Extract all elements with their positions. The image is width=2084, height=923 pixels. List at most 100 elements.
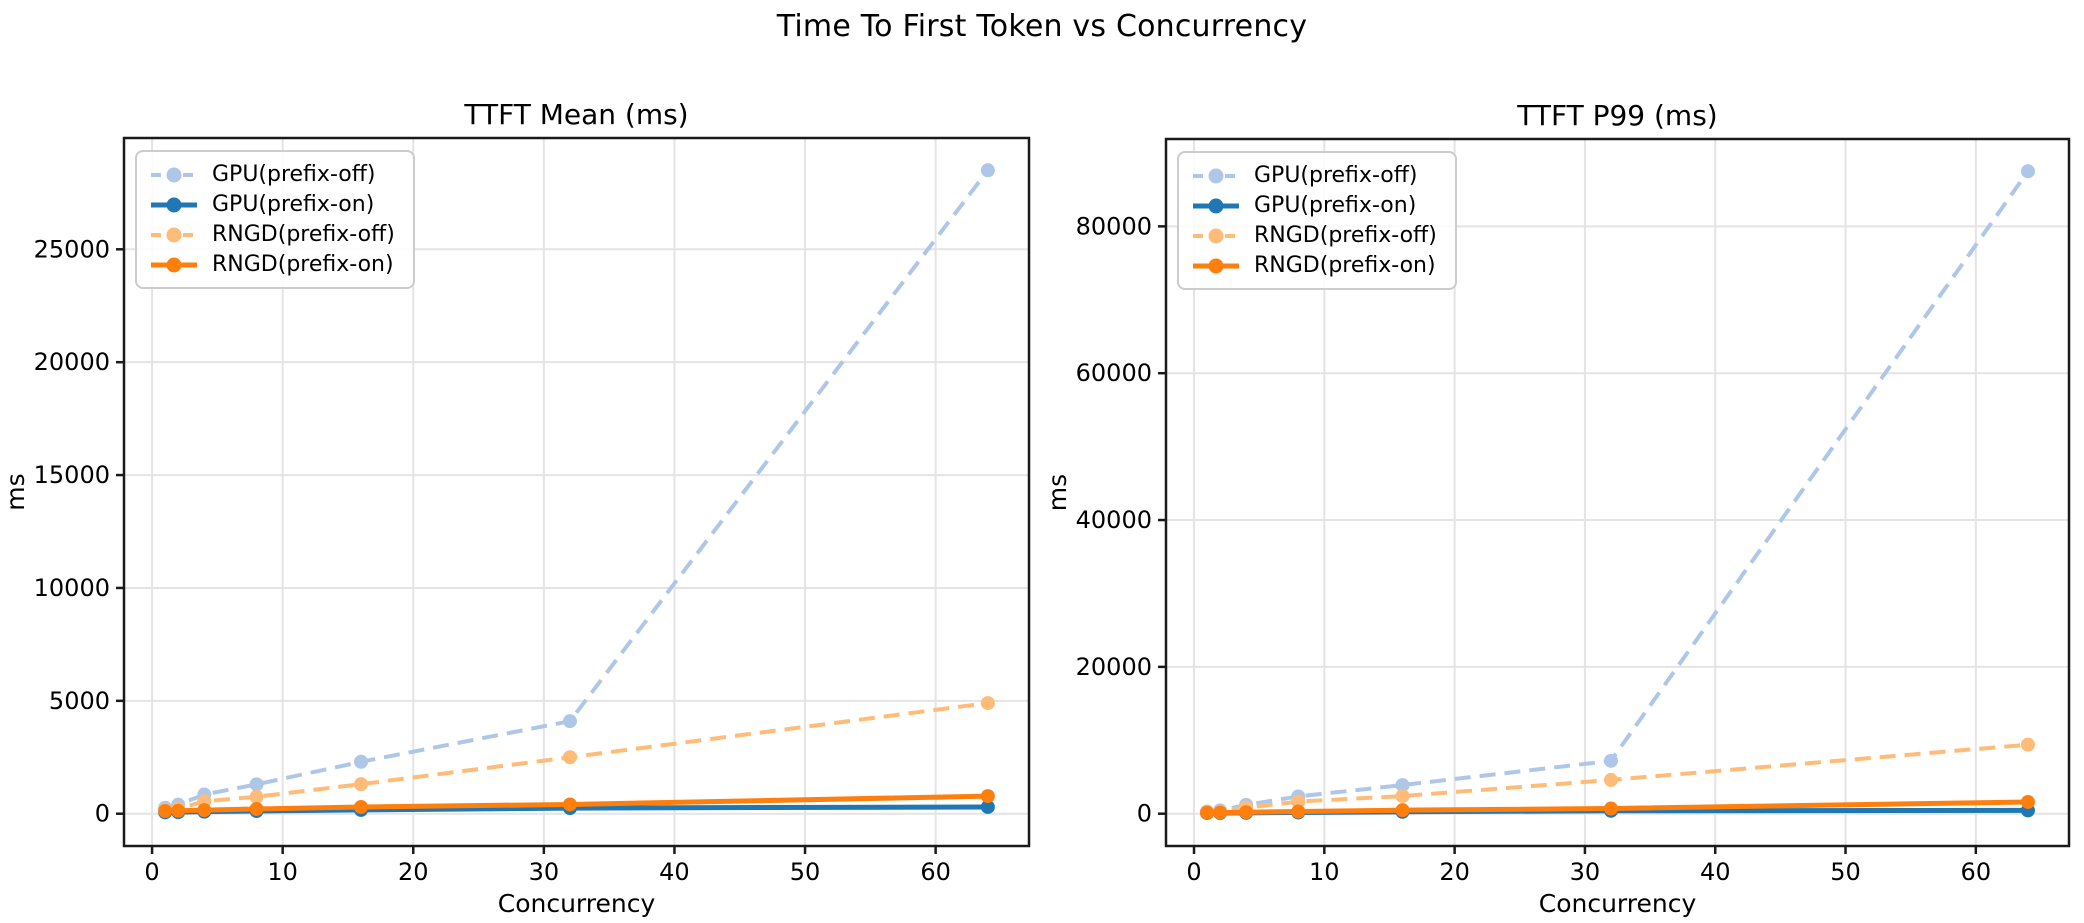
- x-tick-label: 60: [920, 858, 951, 886]
- y-tick-label: 20000: [34, 348, 110, 376]
- legend-label: GPU(prefix-on): [1254, 193, 1417, 218]
- figure-title: Time To First Token vs Concurrency: [776, 9, 1308, 44]
- y-tick-label: 60000: [1076, 359, 1152, 387]
- legend-label: RNGD(prefix-on): [212, 252, 394, 277]
- plot-frame: [1164, 137, 2071, 848]
- data-point-rngd-prefix-on-c16: [354, 799, 369, 814]
- data-point-gpu-prefix-off-c16: [354, 754, 369, 769]
- y-tick-label: 15000: [34, 461, 110, 489]
- legend-marker: [1208, 198, 1224, 213]
- legend-item-gpu-prefix-off: GPU(prefix-off): [1192, 162, 1437, 189]
- data-point-gpu-prefix-on-c64: [980, 799, 995, 814]
- data-point-rngd-prefix-on-c16: [1395, 803, 1410, 818]
- legend-item-rngd-prefix-off: RNGD(prefix-off): [1192, 222, 1437, 249]
- data-point-rngd-prefix-off-c8: [249, 789, 264, 804]
- legend-line-sample: [1193, 198, 1239, 213]
- legend-label: GPU(prefix-off): [1254, 163, 1418, 188]
- x-tick-label: 30: [529, 858, 560, 886]
- x-tick-label: 20: [398, 858, 429, 886]
- legend-marker: [166, 167, 182, 182]
- legend-line-sample: [151, 257, 197, 272]
- legend-item-rngd-prefix-on: RNGD(prefix-on): [1192, 252, 1437, 279]
- x-tick-label: 10: [267, 858, 298, 886]
- x-tick-label: 0: [144, 858, 159, 886]
- data-point-gpu-prefix-off-c64: [980, 163, 995, 178]
- data-point-rngd-prefix-on-c2: [171, 803, 186, 818]
- legend-label: GPU(prefix-off): [212, 162, 376, 187]
- y-tick-label: 80000: [1076, 212, 1152, 240]
- legend-label: GPU(prefix-on): [212, 192, 375, 217]
- data-point-rngd-prefix-on-c4: [197, 803, 212, 818]
- data-point-rngd-prefix-off-c32: [562, 750, 577, 765]
- legend-item-rngd-prefix-off: RNGD(prefix-off): [150, 221, 395, 248]
- data-point-gpu-prefix-off-c8: [249, 777, 264, 792]
- y-tick-label: 20000: [1076, 653, 1152, 681]
- x-tick-label: 10: [1309, 858, 1340, 886]
- legend-marker: [166, 257, 182, 272]
- data-point-rngd-prefix-on-c64: [2020, 794, 2035, 809]
- y-tick-label: 10000: [34, 574, 110, 602]
- x-tick-label: 40: [659, 858, 690, 886]
- data-point-rngd-prefix-on-c8: [249, 801, 264, 816]
- legend-line-sample: [1193, 258, 1239, 273]
- x-tick-label: 50: [790, 858, 821, 886]
- data-point-rngd-prefix-off-c16: [1395, 789, 1410, 804]
- legend: GPU(prefix-off) GPU(prefix-on) RNGD(prefix…: [135, 150, 415, 289]
- x-tick-label: 40: [1700, 858, 1731, 886]
- subplot-title: TTFT Mean (ms): [463, 98, 688, 131]
- legend-label: RNGD(prefix-on): [1254, 253, 1436, 278]
- legend-marker: [1208, 168, 1224, 183]
- y-tick-label: 0: [95, 800, 110, 828]
- x-axis-label: Concurrency: [1539, 889, 1697, 918]
- legend-item-rngd-prefix-on: RNGD(prefix-on): [150, 251, 395, 278]
- legend-line-sample: [151, 227, 197, 242]
- data-point-rngd-prefix-on-c1: [1200, 805, 1215, 820]
- x-tick-label: 50: [1830, 858, 1861, 886]
- legend-marker: [166, 197, 182, 212]
- legend-line-sample: [1193, 168, 1239, 183]
- data-point-gpu-prefix-off-c16: [1395, 778, 1410, 793]
- y-tick-label: 40000: [1076, 506, 1152, 534]
- legend-item-gpu-prefix-off: GPU(prefix-off): [150, 161, 395, 188]
- data-point-gpu-prefix-off-c64: [2020, 164, 2035, 179]
- y-tick-label: 0: [1137, 800, 1152, 828]
- data-point-gpu-prefix-off-c32: [1603, 753, 1618, 768]
- data-point-rngd-prefix-off-c16: [354, 777, 369, 792]
- legend-line-sample: [1193, 228, 1239, 243]
- x-tick-label: 0: [1186, 858, 1201, 886]
- data-point-rngd-prefix-on-c32: [1603, 801, 1618, 816]
- data-point-rngd-prefix-on-c32: [562, 797, 577, 812]
- data-point-rngd-prefix-off-c64: [2020, 737, 2035, 752]
- x-tick-label: 30: [1570, 858, 1601, 886]
- data-point-rngd-prefix-on-c1: [158, 804, 173, 819]
- legend-marker: [166, 227, 182, 242]
- x-tick-label: 60: [1961, 858, 1992, 886]
- subplot-title: TTFT P99 (ms): [1516, 99, 1717, 132]
- data-point-rngd-prefix-on-c2: [1213, 805, 1228, 820]
- subplot-ttft-p99-ms: 0 10 20 30 40 50 60 0 20000 40000 60000 80000 TTFT P…: [1043, 99, 2071, 918]
- data-point-rngd-prefix-on-c8: [1291, 804, 1306, 819]
- legend: GPU(prefix-off) GPU(prefix-on) RNGD(prefix…: [1177, 151, 1457, 290]
- legend-line-sample: [151, 197, 197, 212]
- legend-label: RNGD(prefix-off): [1254, 223, 1437, 248]
- data-point-rngd-prefix-on-c4: [1239, 805, 1254, 820]
- y-axis-label: ms: [1, 473, 30, 510]
- legend-label: RNGD(prefix-off): [212, 222, 395, 247]
- legend-item-gpu-prefix-on: GPU(prefix-on): [1192, 192, 1437, 219]
- y-axis-label: ms: [1043, 474, 1072, 511]
- data-point-gpu-prefix-off-c32: [562, 714, 577, 729]
- legend-marker: [1208, 258, 1224, 273]
- legend-line-sample: [151, 167, 197, 182]
- legend-item-gpu-prefix-on: GPU(prefix-on): [150, 191, 395, 218]
- legend-marker: [1208, 228, 1224, 243]
- y-tick-label: 25000: [34, 235, 110, 263]
- data-point-rngd-prefix-on-c64: [980, 789, 995, 804]
- x-tick-label: 20: [1439, 858, 1470, 886]
- y-tick-label: 5000: [49, 687, 110, 715]
- plot-frame: [122, 136, 1031, 848]
- x-axis-label: Concurrency: [498, 889, 656, 918]
- data-point-rngd-prefix-off-c64: [980, 696, 995, 711]
- data-point-rngd-prefix-off-c32: [1603, 772, 1618, 787]
